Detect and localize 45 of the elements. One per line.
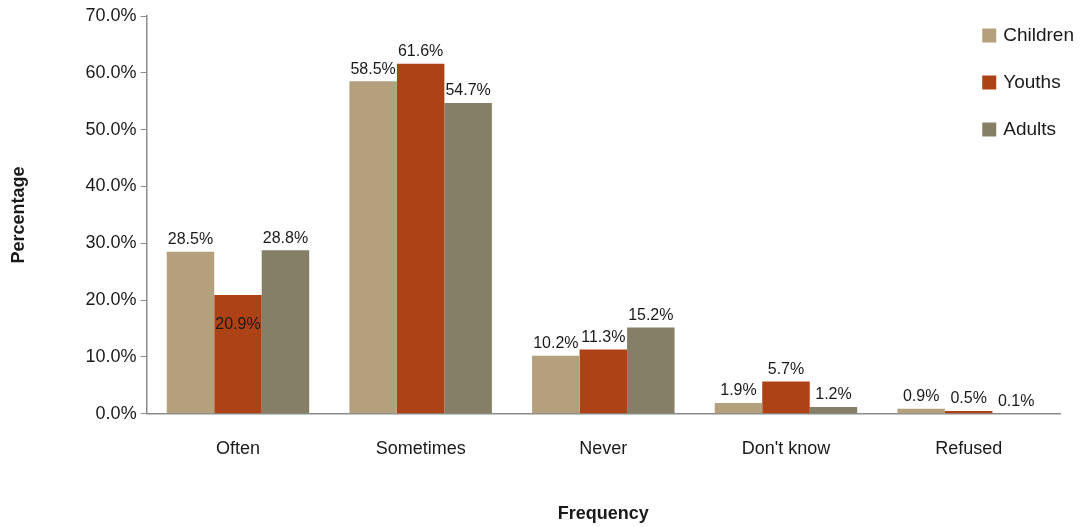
legend-label: Adults (1003, 117, 1057, 139)
data-label: 28.5% (167, 230, 214, 248)
data-label: 11.3% (581, 327, 626, 345)
data-label: 58.5% (350, 59, 396, 77)
data-label: 0.1% (997, 391, 1035, 409)
legend-label: Children (1003, 23, 1075, 45)
data-label: 54.7% (445, 81, 491, 99)
data-label: 1.2% (815, 385, 852, 403)
x-tick-label: Don't know (741, 437, 832, 458)
legend-label: Youths (1003, 70, 1061, 92)
y-axis-title: Percentage (7, 166, 28, 264)
bar (261, 250, 310, 414)
y-tick-label: 40.0% (85, 175, 137, 196)
data-label: 15.2% (628, 305, 674, 323)
bar (532, 355, 580, 414)
x-axis-title: Frequency (557, 503, 649, 524)
bar (166, 251, 215, 414)
y-tick-label: 0.0% (95, 402, 137, 423)
y-tick-label: 50.0% (85, 118, 137, 139)
bar (444, 102, 492, 414)
x-tick-label: Refused (935, 437, 1003, 458)
x-tick-label: Never (579, 437, 628, 458)
data-label: 28.8% (262, 228, 309, 246)
y-tick-label: 10.0% (85, 345, 137, 366)
data-label: 5.7% (767, 359, 805, 377)
x-tick-label: Sometimes (375, 437, 466, 458)
bar (762, 381, 810, 414)
bar (714, 403, 763, 414)
bar (579, 349, 628, 414)
data-label: 10.2% (533, 334, 579, 352)
data-label: 0.9% (902, 387, 940, 405)
data-label: 0.5% (950, 389, 987, 407)
x-tick-label: Often (215, 437, 260, 458)
bar (627, 327, 675, 414)
bar (214, 295, 262, 414)
data-label: 1.9% (720, 381, 757, 399)
bar (809, 406, 858, 414)
y-tick-label: 70.0% (85, 4, 137, 25)
y-tick-label: 20.0% (85, 289, 137, 310)
y-tick-label: 30.0% (85, 232, 137, 253)
y-tick-label: 60.0% (85, 61, 137, 82)
data-label: 61.6% (397, 42, 444, 60)
bar (396, 63, 445, 414)
data-label: 20.9% (215, 315, 261, 333)
bar (349, 81, 397, 414)
